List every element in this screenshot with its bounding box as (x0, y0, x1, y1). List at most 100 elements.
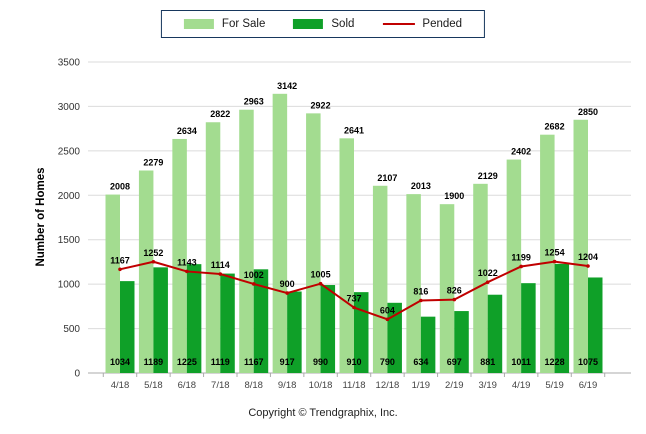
x-axis-label: 5/18 (144, 380, 163, 391)
x-axis-label: 11/18 (342, 380, 365, 391)
pended-point (118, 267, 122, 272)
y-tick-label: 1500 (58, 235, 81, 246)
x-axis-label: 10/18 (309, 380, 333, 391)
x-axis-label: 9/18 (278, 380, 297, 391)
value-label-sold: 917 (280, 357, 295, 367)
value-label-for-sale: 2963 (244, 97, 264, 107)
value-label-for-sale: 2129 (478, 171, 498, 181)
bar-for-sale (439, 204, 455, 373)
value-label-for-sale: 2822 (210, 109, 230, 119)
x-axis-label: 1/19 (412, 380, 431, 391)
value-label-sold: 1119 (211, 357, 230, 367)
bar-sold (387, 302, 402, 373)
pended-point (318, 281, 323, 286)
x-axis-label: 6/19 (579, 380, 598, 391)
bar-for-sale (573, 119, 588, 373)
value-label-sold: 1228 (545, 357, 565, 367)
y-tick-label: 2000 (58, 191, 81, 202)
bar-for-sale (138, 170, 154, 373)
pended-point (151, 259, 156, 264)
value-label-for-sale: 2402 (511, 147, 531, 157)
legend-item-for-sale: For Sale (183, 18, 265, 30)
value-label-sold: 1225 (177, 357, 197, 367)
bar-for-sale (172, 138, 187, 373)
bar-sold (588, 277, 603, 373)
value-label-pended: 1114 (211, 260, 230, 270)
pended-point (218, 272, 223, 276)
value-label-sold: 697 (447, 357, 462, 367)
bar-sold (320, 285, 336, 373)
bar-sold (420, 316, 436, 373)
value-label-pended: 737 (346, 294, 361, 304)
pended-line-swatch (382, 23, 415, 25)
bar-for-sale (372, 185, 388, 373)
bar-sold (287, 291, 302, 373)
y-tick-label: 3000 (58, 102, 81, 113)
value-label-for-sale: 1900 (444, 191, 464, 201)
pended-point (285, 291, 289, 295)
x-axis-label: 3/19 (478, 380, 497, 391)
bar-for-sale (272, 93, 288, 374)
x-axis-label: 6/18 (178, 380, 197, 391)
value-label-pended: 1002 (244, 270, 264, 280)
copyright-text: Copyright © Trendgraphix, Inc. (248, 407, 398, 419)
value-label-pended: 1204 (578, 252, 598, 262)
bar-for-sale (205, 122, 221, 373)
legend-label-pended: Pended (422, 18, 463, 30)
x-axis-label: 2/19 (445, 380, 464, 391)
legend-label-sold: Sold (331, 18, 355, 30)
y-tick-label: 0 (74, 369, 80, 380)
value-label-sold: 1011 (511, 357, 531, 367)
pended-point (352, 305, 356, 310)
value-label-sold: 790 (380, 357, 395, 367)
value-label-for-sale: 2008 (110, 182, 130, 192)
y-tick-label: 3500 (58, 58, 81, 69)
bar-for-sale (540, 134, 555, 373)
value-label-sold: 1167 (244, 357, 264, 367)
value-label-pended: 1167 (110, 255, 130, 265)
legend-item-pended: Pended (382, 18, 462, 30)
value-label-pended: 826 (447, 286, 462, 296)
y-axis-title: Number of Homes (35, 167, 47, 267)
pended-point (519, 264, 523, 269)
value-label-pended: 1143 (177, 257, 197, 267)
x-axis-label: 7/18 (211, 380, 230, 391)
legend: For Sale Sold Pended (160, 10, 486, 38)
bar-sold (220, 273, 235, 373)
value-label-for-sale: 2013 (411, 181, 431, 191)
bar-sold (186, 264, 202, 373)
value-label-for-sale: 2279 (143, 157, 163, 167)
bar-for-sale (406, 194, 421, 373)
pended-point (485, 280, 490, 284)
value-label-pended: 900 (280, 279, 295, 289)
value-label-sold: 1075 (578, 357, 598, 367)
bar-sold (487, 294, 503, 373)
for-sale-swatch (183, 19, 214, 29)
y-tick-label: 2500 (58, 146, 81, 157)
bar-for-sale (506, 159, 522, 373)
bar-sold (454, 311, 469, 373)
value-label-pended: 816 (413, 286, 428, 296)
pended-point (452, 297, 457, 302)
pended-point (185, 269, 189, 274)
value-label-for-sale: 2641 (344, 125, 364, 135)
bar-sold (253, 269, 269, 373)
value-label-for-sale: 2107 (377, 173, 397, 183)
value-label-sold: 910 (346, 357, 361, 367)
bar-for-sale (306, 113, 321, 373)
value-label-pended: 1005 (311, 270, 331, 280)
legend-item-sold: Sold (293, 18, 354, 30)
bar-sold (554, 263, 570, 373)
x-axis-label: 12/18 (376, 380, 400, 391)
pended-point (586, 264, 590, 268)
value-label-for-sale: 3142 (277, 81, 297, 91)
bar-for-sale (339, 138, 354, 373)
bar-for-sale (239, 109, 254, 374)
x-axis-label: 5/19 (545, 380, 564, 391)
value-label-for-sale: 2634 (177, 126, 197, 136)
bar-for-sale (105, 194, 120, 373)
bar-sold (521, 283, 536, 373)
value-label-sold: 634 (413, 357, 428, 367)
